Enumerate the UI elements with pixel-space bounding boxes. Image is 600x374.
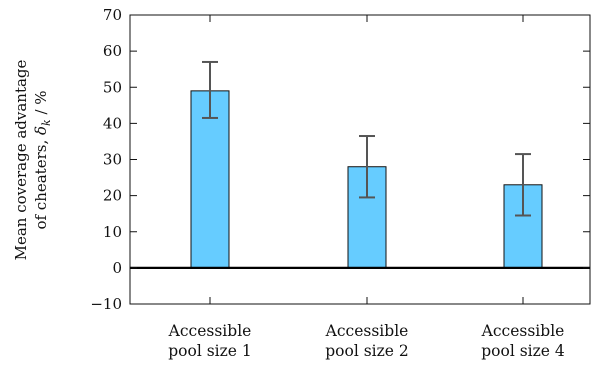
x-category-label: Accessible	[168, 322, 252, 340]
y-axis-ticks: −10 0 10 20 30 40 50 60 70	[90, 6, 590, 313]
error-bars-group	[202, 60, 531, 217]
y-tick-label: 20	[103, 187, 122, 205]
y-tick-label: 40	[103, 114, 122, 132]
x-category-label: pool size 4	[481, 342, 565, 360]
y-label-prefix: of cheaters,	[32, 135, 50, 230]
y-label-subscript: k	[40, 119, 53, 126]
x-category-label: Accessible	[481, 322, 565, 340]
x-category-label: Accessible	[325, 322, 409, 340]
y-tick-label: 30	[103, 151, 122, 169]
y-tick-label: 70	[103, 6, 122, 24]
x-category-label: pool size 2	[325, 342, 409, 360]
y-label-line1: Mean coverage advantage	[12, 59, 30, 260]
y-label-symbol: δ	[32, 126, 50, 135]
y-label-suffix: / %	[32, 90, 50, 119]
y-tick-label: −10	[90, 295, 122, 313]
x-axis-labels: Accessible pool size 1 Accessible pool size…	[168, 322, 565, 360]
y-tick-label: 0	[112, 259, 122, 277]
y-label-line2: of cheaters, δk / %	[32, 90, 53, 229]
y-label-rotated: Mean coverage advantage of cheaters, δk /…	[12, 59, 53, 260]
bars-group	[130, 90, 590, 269]
y-tick-label: 50	[103, 78, 122, 96]
y-axis-label: Mean coverage advantage of cheaters, δk /…	[12, 59, 53, 260]
x-category-label: pool size 1	[168, 342, 252, 360]
y-tick-label: 10	[103, 223, 122, 241]
y-tick-label: 60	[103, 42, 122, 60]
